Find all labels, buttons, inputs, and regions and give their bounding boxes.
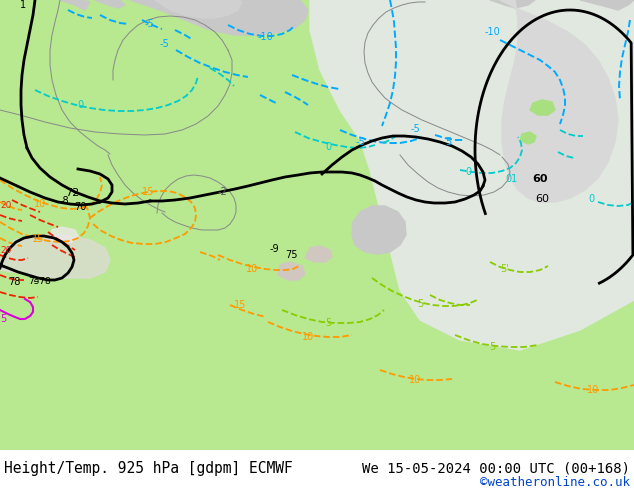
Text: -5: -5 xyxy=(145,19,155,29)
Text: 78: 78 xyxy=(8,277,20,287)
Text: We 15-05-2024 00:00 UTC (00+168): We 15-05-2024 00:00 UTC (00+168) xyxy=(362,461,630,475)
Text: 0: 0 xyxy=(588,194,594,204)
Text: 1: 1 xyxy=(20,0,26,10)
Text: 15: 15 xyxy=(32,234,44,244)
Polygon shape xyxy=(530,100,555,115)
Text: -9: -9 xyxy=(270,244,280,254)
Text: ©weatheronline.co.uk: ©weatheronline.co.uk xyxy=(480,475,630,489)
Polygon shape xyxy=(490,0,535,8)
Polygon shape xyxy=(130,0,308,35)
Text: -5: -5 xyxy=(160,39,170,49)
Text: 5: 5 xyxy=(325,318,331,328)
Polygon shape xyxy=(520,132,536,144)
Text: 5: 5 xyxy=(445,137,451,147)
Text: 7ɘ78: 7ɘ78 xyxy=(28,277,51,286)
Text: 75: 75 xyxy=(285,250,297,260)
Text: 0: 0 xyxy=(77,100,83,110)
Text: 20: 20 xyxy=(0,246,11,255)
Polygon shape xyxy=(278,262,305,280)
Text: 15: 15 xyxy=(234,300,246,310)
Polygon shape xyxy=(310,0,634,350)
Text: -10: -10 xyxy=(257,32,273,42)
Polygon shape xyxy=(155,0,242,18)
Polygon shape xyxy=(220,0,285,8)
Polygon shape xyxy=(305,246,332,262)
Polygon shape xyxy=(352,206,406,254)
Text: 70: 70 xyxy=(74,202,86,212)
Polygon shape xyxy=(0,235,110,278)
Text: 01: 01 xyxy=(505,174,517,184)
Text: 5': 5' xyxy=(501,264,509,274)
Text: -8: -8 xyxy=(60,196,70,206)
Polygon shape xyxy=(500,0,618,202)
Text: 10: 10 xyxy=(34,199,46,209)
Text: 0: 0 xyxy=(325,142,331,152)
Text: 72: 72 xyxy=(65,188,79,198)
Text: 20: 20 xyxy=(0,201,11,210)
Text: 10: 10 xyxy=(587,385,599,395)
Polygon shape xyxy=(50,227,78,243)
Text: -5: -5 xyxy=(355,137,365,147)
Text: 0: 0 xyxy=(465,167,471,177)
Text: 10: 10 xyxy=(302,332,314,342)
Text: 5: 5 xyxy=(0,314,6,324)
Text: 15: 15 xyxy=(142,187,154,197)
Text: 60: 60 xyxy=(533,174,548,184)
Text: -10: -10 xyxy=(485,27,501,37)
Text: 5: 5 xyxy=(417,299,423,309)
Text: -2: -2 xyxy=(218,187,228,197)
Polygon shape xyxy=(580,0,634,10)
Polygon shape xyxy=(60,0,90,10)
Text: 10: 10 xyxy=(409,375,421,385)
Text: 10: 10 xyxy=(246,264,258,274)
Text: 60: 60 xyxy=(535,194,549,204)
Text: Height/Temp. 925 hPa [gdpm] ECMWF: Height/Temp. 925 hPa [gdpm] ECMWF xyxy=(4,461,293,475)
Text: -5: -5 xyxy=(410,124,420,134)
Polygon shape xyxy=(95,0,125,8)
Text: 5: 5 xyxy=(489,342,495,352)
